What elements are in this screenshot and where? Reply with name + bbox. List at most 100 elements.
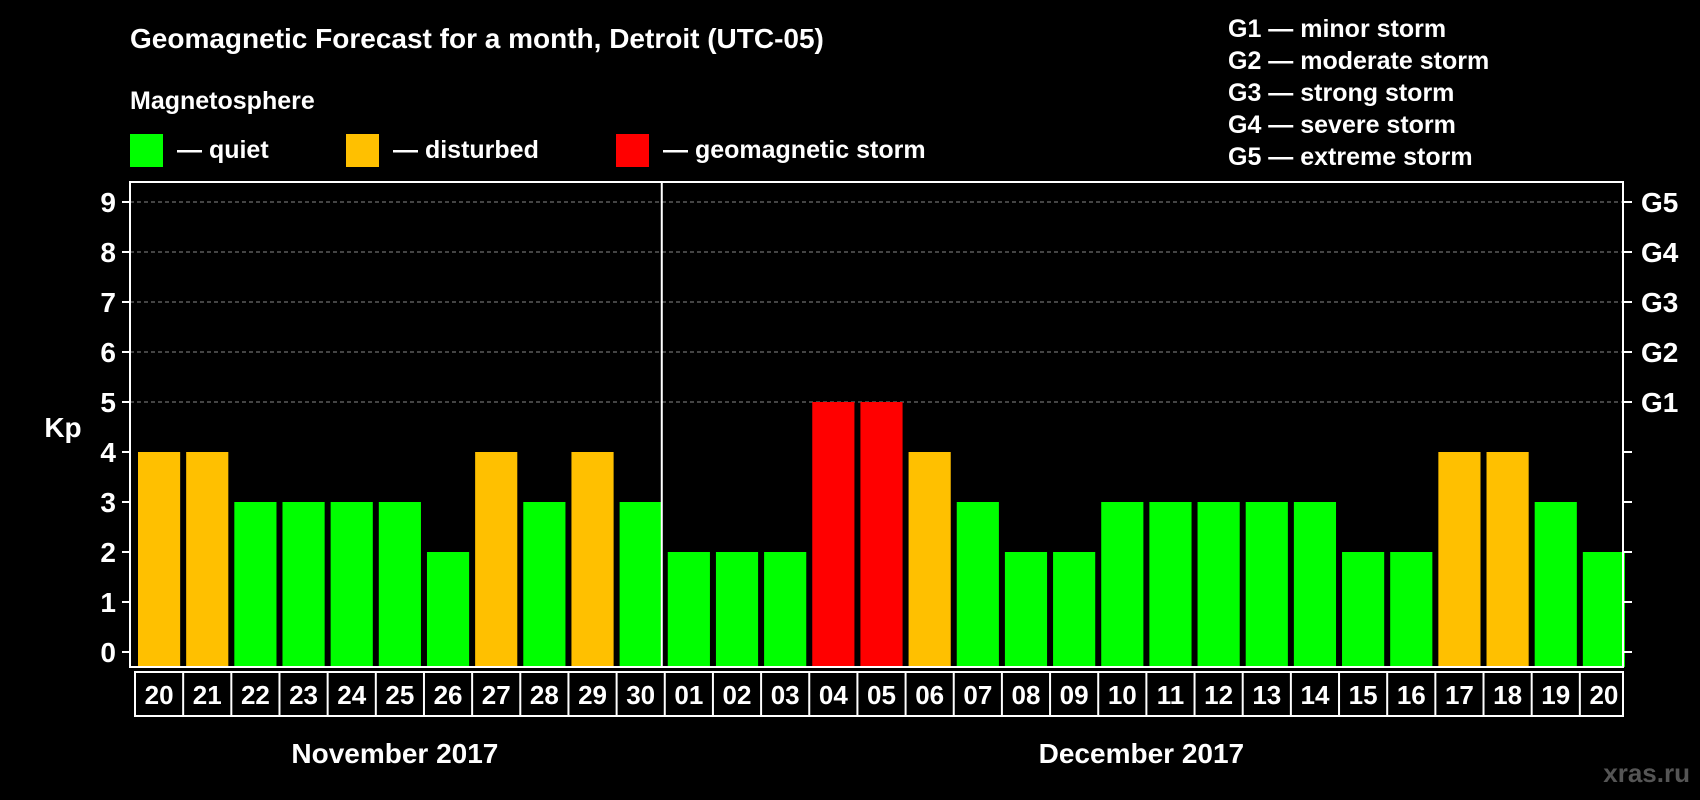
legend-subtitle: Magnetosphere xyxy=(130,87,315,115)
day-label: 28 xyxy=(530,680,559,710)
bar xyxy=(282,502,325,667)
y-tick-label: 3 xyxy=(100,487,116,518)
legend-label-1: — disturbed xyxy=(393,136,539,164)
bar xyxy=(378,502,421,667)
bar xyxy=(523,502,566,667)
storm-level-label: G3 xyxy=(1641,287,1678,318)
day-label: 01 xyxy=(674,680,703,710)
bar xyxy=(1101,502,1144,667)
day-label: 11 xyxy=(1157,680,1185,710)
day-label: 09 xyxy=(1060,680,1089,710)
bar xyxy=(1582,552,1625,667)
bar xyxy=(1342,552,1385,667)
bar xyxy=(1245,502,1288,667)
day-label: 18 xyxy=(1493,680,1522,710)
watermark: xras.ru xyxy=(1603,758,1690,788)
day-label: 30 xyxy=(626,680,655,710)
day-label: 07 xyxy=(963,680,992,710)
storm-scale-item: G2 — moderate storm xyxy=(1228,47,1489,75)
legend-swatch-2 xyxy=(616,134,649,167)
day-label: 20 xyxy=(145,680,174,710)
plot-frame xyxy=(129,181,1624,668)
bar xyxy=(138,452,181,667)
y-tick-label: 1 xyxy=(100,587,116,618)
storm-scale-item: G3 — strong storm xyxy=(1228,79,1454,107)
day-label: 03 xyxy=(771,680,800,710)
month-label: November 2017 xyxy=(291,738,498,769)
day-label: 12 xyxy=(1204,680,1233,710)
bar xyxy=(1197,502,1240,667)
chart-title: Geomagnetic Forecast for a month, Detroi… xyxy=(130,23,824,54)
day-label: 25 xyxy=(385,680,414,710)
bar xyxy=(571,452,614,667)
legend: — quiet — disturbed — geomagnetic storm xyxy=(130,134,926,167)
day-label: 05 xyxy=(867,680,896,710)
day-label: 20 xyxy=(1589,680,1618,710)
bar xyxy=(860,402,903,667)
y-tick-label: 8 xyxy=(100,237,116,268)
day-label: 13 xyxy=(1252,680,1281,710)
bar xyxy=(715,552,759,667)
day-label: 15 xyxy=(1349,680,1378,710)
bar xyxy=(908,452,951,667)
y-axis-label: Kp xyxy=(44,412,81,443)
bar xyxy=(1534,502,1577,667)
bar xyxy=(956,502,999,667)
storm-level-label: G2 xyxy=(1641,337,1678,368)
bar xyxy=(426,552,470,667)
y-tick-label: 0 xyxy=(100,637,116,668)
bar xyxy=(1293,502,1337,667)
bar xyxy=(475,452,518,667)
y-tick-label: 9 xyxy=(100,187,116,218)
bar xyxy=(1149,502,1192,667)
y-tick-label: 5 xyxy=(100,387,116,418)
bar xyxy=(1438,452,1481,667)
day-label: 02 xyxy=(723,680,752,710)
storm-scale-list: G1 — minor storm G2 — moderate storm G3 — … xyxy=(1228,15,1489,171)
bar xyxy=(619,502,662,667)
bar xyxy=(667,552,710,667)
storm-level-label: G1 xyxy=(1641,387,1678,418)
day-label: 22 xyxy=(241,680,270,710)
day-label: 26 xyxy=(434,680,463,710)
day-label: 17 xyxy=(1445,680,1474,710)
bar xyxy=(330,502,373,667)
day-label: 27 xyxy=(482,680,511,710)
day-label: 29 xyxy=(578,680,607,710)
legend-swatch-0 xyxy=(130,134,163,167)
y-tick-label: 7 xyxy=(100,287,116,318)
y-tick-label: 2 xyxy=(100,537,116,568)
bar xyxy=(1486,452,1529,667)
y-tick-label: 6 xyxy=(100,337,116,368)
month-label: December 2017 xyxy=(1039,738,1244,769)
day-label: 19 xyxy=(1541,680,1570,710)
y-tick-label: 4 xyxy=(100,437,116,468)
bar xyxy=(812,402,855,667)
legend-swatch-1 xyxy=(346,134,379,167)
bar xyxy=(186,452,229,667)
storm-level-label: G5 xyxy=(1641,187,1678,218)
day-label: 08 xyxy=(1012,680,1041,710)
storm-scale-item: G4 — severe storm xyxy=(1228,111,1456,139)
day-label: 06 xyxy=(915,680,944,710)
bar xyxy=(1053,552,1096,667)
bar xyxy=(1004,552,1048,667)
legend-label-2: — geomagnetic storm xyxy=(663,136,926,164)
day-label: 23 xyxy=(289,680,318,710)
day-label: 14 xyxy=(1300,680,1329,710)
storm-scale-item: G1 — minor storm xyxy=(1228,15,1446,43)
day-label: 16 xyxy=(1397,680,1426,710)
bar xyxy=(234,502,277,667)
day-label: 04 xyxy=(819,680,848,710)
day-label: 21 xyxy=(193,680,222,710)
storm-level-label: G4 xyxy=(1641,237,1679,268)
day-label: 24 xyxy=(337,680,366,710)
day-label: 10 xyxy=(1108,680,1137,710)
legend-label-0: — quiet xyxy=(177,136,269,164)
storm-scale-item: G5 — extreme storm xyxy=(1228,143,1473,171)
bar xyxy=(1390,552,1433,667)
day-labels-frame xyxy=(134,671,1624,717)
bar xyxy=(764,552,807,667)
